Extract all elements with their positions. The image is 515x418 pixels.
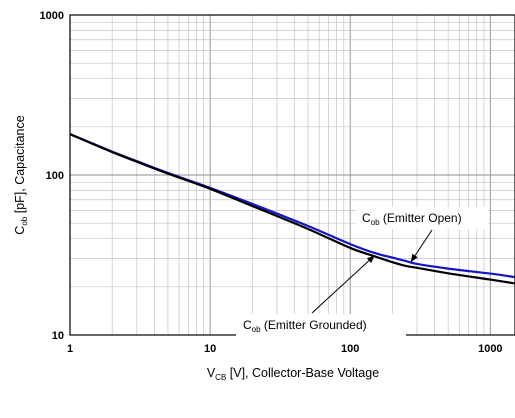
- y-axis-label-rest: [pF], Capacitance: [13, 115, 27, 216]
- x-tick-labels: 1 10 100 1000: [67, 343, 503, 355]
- annotation-grounded-arrowhead: [366, 255, 375, 264]
- annotation-grounded-arrow: [311, 260, 370, 314]
- annotation-open-main: C: [362, 211, 371, 225]
- y-tick-label: 100: [46, 170, 64, 182]
- annotation-open-arrowhead: [410, 253, 418, 263]
- x-axis-label: VCB [V], Collector-Base Voltage: [207, 366, 379, 382]
- x-tick-label: 1: [67, 343, 73, 355]
- annotation-grounded-rest: (Emitter Grounded): [261, 318, 367, 332]
- y-axis-label-sub: ob: [20, 216, 29, 225]
- annotation-open-rest: (Emitter Open): [380, 211, 462, 225]
- annotation-open-sub: ob: [371, 218, 380, 227]
- y-tick-label: 1000: [40, 10, 64, 22]
- annotation-grounded-sub: ob: [252, 325, 261, 334]
- x-tick-label: 100: [341, 343, 359, 355]
- y-tick-label: 10: [52, 330, 64, 342]
- annotation-open-box: [356, 207, 488, 229]
- series-line-emitter-grounded: [69, 133, 515, 285]
- x-tick-label: 1000: [478, 343, 502, 355]
- annotation-open-arrow: [414, 229, 433, 256]
- y-axis-label-main: C: [13, 226, 27, 235]
- data-series: [69, 133, 515, 285]
- annotation-emitter-open: Cob (Emitter Open): [362, 211, 462, 227]
- x-axis-label-rest: [V], Collector-Base Voltage: [226, 366, 379, 380]
- y-tick-labels: 10 100 1000: [40, 10, 64, 342]
- y-axis-label: Cob [pF], Capacitance: [13, 115, 29, 234]
- annotation-grounded-box: [236, 314, 406, 336]
- annotation-emitter-grounded: Cob (Emitter Grounded): [243, 318, 367, 334]
- x-axis-label-main: V: [207, 366, 216, 380]
- x-tick-label: 10: [204, 343, 216, 355]
- grid-lines: [69, 15, 515, 336]
- annotation-grounded-main: C: [243, 318, 252, 332]
- x-axis-label-sub: CB: [215, 373, 226, 382]
